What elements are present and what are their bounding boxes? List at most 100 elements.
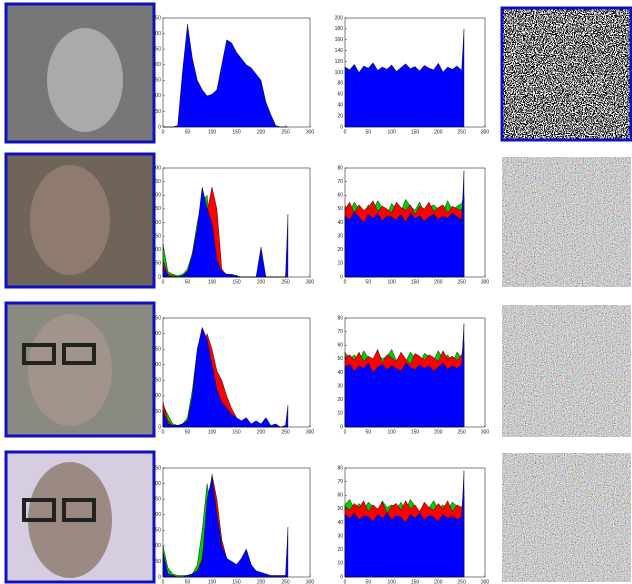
y-tick-label: 80 [337, 81, 343, 87]
y-tick-label: 60 [337, 493, 343, 499]
y-tick-label: 150 [153, 78, 162, 84]
x-tick-label: 100 [387, 429, 396, 435]
y-tick-label: 30 [337, 383, 343, 389]
x-tick-label: 100 [387, 129, 396, 135]
x-tick-label: 200 [257, 129, 266, 135]
y-tick-label: 180 [335, 26, 344, 32]
x-tick-label: 0 [344, 279, 347, 285]
y-tick-label: 10 [337, 561, 343, 567]
noise-image [502, 305, 631, 437]
x-tick-label: 300 [306, 129, 315, 135]
y-tick-label: 200 [335, 15, 344, 21]
x-tick-label: 100 [208, 579, 217, 584]
y-tick-label: 40 [337, 220, 343, 226]
x-tick-label: 50 [366, 579, 372, 584]
y-tick-label: 100 [153, 393, 162, 399]
y-tick-label: 300 [153, 481, 162, 487]
y-tick-label: 80 [337, 465, 343, 471]
x-tick-label: 250 [281, 279, 290, 285]
x-tick-label: 100 [208, 129, 217, 135]
x-tick-label: 200 [257, 579, 266, 584]
y-tick-label: 50 [155, 109, 161, 115]
y-tick-label: 60 [337, 343, 343, 349]
x-tick-label: 0 [162, 279, 165, 285]
x-tick-label: 100 [387, 579, 396, 584]
figure: 0501001502002503003500501001502002503000… [0, 0, 632, 584]
noise-image [502, 157, 631, 287]
y-tick-label: 50 [155, 409, 161, 415]
y-tick-label: 200 [153, 512, 162, 518]
x-tick-label: 150 [232, 279, 241, 285]
x-tick-label: 250 [281, 129, 290, 135]
y-tick-label: 50 [337, 206, 343, 212]
x-tick-label: 50 [366, 129, 372, 135]
y-tick-label: 100 [335, 70, 344, 76]
x-tick-label: 50 [185, 429, 191, 435]
y-tick-label: 20 [337, 547, 343, 553]
x-tick-label: 200 [257, 429, 266, 435]
y-tick-label: 100 [153, 93, 162, 99]
face [28, 314, 112, 426]
x-tick-label: 300 [306, 279, 315, 285]
x-tick-label: 0 [162, 129, 165, 135]
y-tick-label: 40 [337, 370, 343, 376]
x-tick-label: 150 [411, 279, 420, 285]
y-tick-label: 80 [337, 165, 343, 171]
x-tick-label: 150 [232, 429, 241, 435]
x-tick-label: 0 [162, 429, 165, 435]
y-tick-label: 70 [337, 179, 343, 185]
y-tick-label: 20 [337, 113, 343, 119]
y-tick-label: 250 [153, 496, 162, 502]
x-tick-label: 50 [185, 129, 191, 135]
x-tick-label: 250 [457, 579, 466, 584]
x-tick-label: 200 [434, 579, 443, 584]
y-tick-label: 350 [153, 315, 162, 321]
x-tick-label: 0 [162, 579, 165, 584]
y-tick-label: 250 [153, 46, 162, 52]
y-tick-label: 40 [337, 103, 343, 109]
x-tick-label: 250 [281, 579, 290, 584]
encrypted-images [502, 8, 631, 582]
x-tick-label: 50 [366, 279, 372, 285]
y-tick-label: 20 [337, 247, 343, 253]
y-tick-label: 200 [153, 62, 162, 68]
x-tick-label: 300 [306, 579, 315, 584]
y-tick-label: 60 [337, 92, 343, 98]
x-tick-label: 300 [481, 579, 490, 584]
y-tick-label: 30 [337, 533, 343, 539]
x-tick-label: 200 [434, 429, 443, 435]
y-tick-label: 10 [337, 261, 343, 267]
face [47, 28, 123, 132]
y-tick-label: 10 [337, 411, 343, 417]
x-tick-label: 0 [344, 129, 347, 135]
x-tick-label: 300 [481, 129, 490, 135]
x-tick-label: 200 [434, 279, 443, 285]
x-tick-label: 50 [366, 429, 372, 435]
x-tick-label: 250 [281, 429, 290, 435]
y-tick-label: 50 [155, 559, 161, 565]
y-tick-label: 50 [337, 356, 343, 362]
x-tick-label: 50 [185, 279, 191, 285]
y-tick-label: 350 [153, 179, 162, 185]
y-tick-label: 250 [153, 206, 162, 212]
x-tick-label: 50 [185, 579, 191, 584]
y-tick-label: 150 [153, 233, 162, 239]
y-tick-label: 70 [337, 479, 343, 485]
x-tick-label: 300 [481, 279, 490, 285]
y-tick-label: 100 [153, 247, 162, 253]
y-tick-label: 60 [337, 193, 343, 199]
y-tick-label: 120 [335, 59, 344, 65]
x-tick-label: 100 [208, 429, 217, 435]
x-tick-label: 200 [257, 279, 266, 285]
y-tick-label: 70 [337, 329, 343, 335]
x-tick-label: 250 [457, 429, 466, 435]
x-tick-label: 150 [411, 129, 420, 135]
face [30, 165, 110, 275]
y-tick-label: 160 [335, 37, 344, 43]
y-tick-label: 400 [153, 165, 162, 171]
x-tick-label: 250 [457, 279, 466, 285]
y-tick-label: 350 [153, 465, 162, 471]
y-tick-label: 350 [153, 15, 162, 21]
y-tick-label: 200 [153, 362, 162, 368]
y-tick-label: 80 [337, 315, 343, 321]
